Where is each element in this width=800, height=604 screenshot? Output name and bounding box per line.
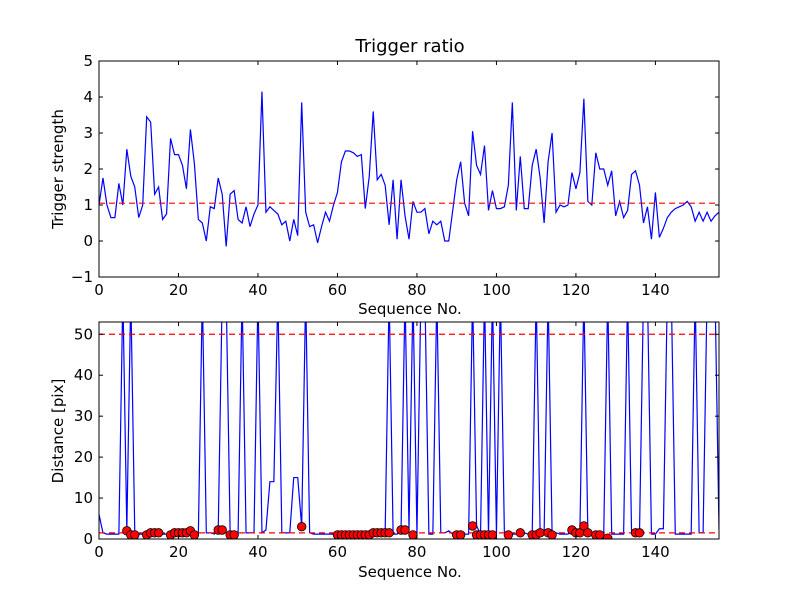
x-tick-label: 60	[328, 281, 347, 299]
y-tick-label: 0	[83, 232, 93, 250]
marker-point	[603, 533, 613, 539]
marker-point	[503, 530, 514, 539]
marker-point	[229, 530, 239, 539]
marker-point	[467, 521, 478, 531]
marker-point	[583, 528, 593, 538]
x-tick-label: 60	[328, 543, 347, 561]
marker-point	[408, 530, 418, 539]
x-tick-label: 20	[169, 281, 188, 299]
x-tick-label: 80	[407, 543, 426, 561]
y-tick-label: 4	[83, 88, 93, 106]
x-tick-label: 100	[482, 543, 511, 561]
marker-point	[189, 530, 200, 539]
x-tick-label: 100	[482, 281, 511, 299]
trigger-ratio-panel: Trigger ratio Sequence No. Trigger stren…	[49, 36, 720, 318]
x-tick-label: 120	[562, 543, 591, 561]
x-tick-label: 20	[169, 543, 188, 561]
y-tick-label: 10	[74, 489, 93, 507]
marker-point	[547, 530, 557, 539]
axes-frame	[98, 321, 720, 540]
y-tick-label: 1	[83, 196, 93, 214]
y-axis-label: Trigger strength	[49, 109, 67, 230]
y-tick-label: −1	[71, 268, 93, 286]
marker-point	[535, 528, 545, 538]
x-tick-label: 0	[94, 281, 104, 299]
marker-point	[634, 528, 645, 538]
chart-title: Trigger ratio	[354, 36, 464, 57]
series-line-0	[99, 91, 719, 247]
marker-point	[579, 521, 589, 531]
marker-point	[130, 530, 140, 539]
plot-area	[99, 91, 719, 247]
marker-point	[384, 528, 394, 538]
x-tick-label: 0	[94, 543, 104, 561]
marker-point	[400, 525, 410, 535]
x-tick-label: 140	[641, 543, 670, 561]
y-tick-label: 30	[74, 407, 93, 425]
series-line-0	[99, 322, 719, 535]
x-axis-label: Sequence No.	[358, 300, 462, 318]
y-tick-label: 20	[74, 448, 93, 466]
marker-point	[595, 530, 605, 539]
plot-area	[99, 322, 719, 539]
x-axis-label: Sequence No.	[358, 563, 462, 581]
x-tick-label: 40	[248, 543, 267, 561]
y-tick-label: 2	[83, 160, 93, 178]
marker-point	[455, 530, 466, 539]
marker-point	[515, 528, 525, 538]
marker-point	[153, 528, 164, 538]
x-tick-label: 80	[407, 281, 426, 299]
y-axis-label: Distance [pix]	[49, 379, 67, 484]
y-tick-label: 40	[74, 366, 93, 384]
y-tick-label: 50	[74, 325, 93, 343]
y-tick-label: 5	[83, 52, 93, 70]
x-tick-label: 140	[641, 281, 670, 299]
y-tick-label: 0	[83, 530, 93, 548]
marker-point	[217, 525, 227, 535]
x-tick-label: 40	[248, 281, 267, 299]
marker-point	[296, 522, 307, 532]
distance-panel: Sequence No. Distance [pix] 0 20 40 60 80 100…	[49, 321, 720, 581]
y-tick-label: 3	[83, 124, 93, 142]
x-tick-label: 120	[562, 281, 591, 299]
marker-point	[487, 530, 498, 539]
